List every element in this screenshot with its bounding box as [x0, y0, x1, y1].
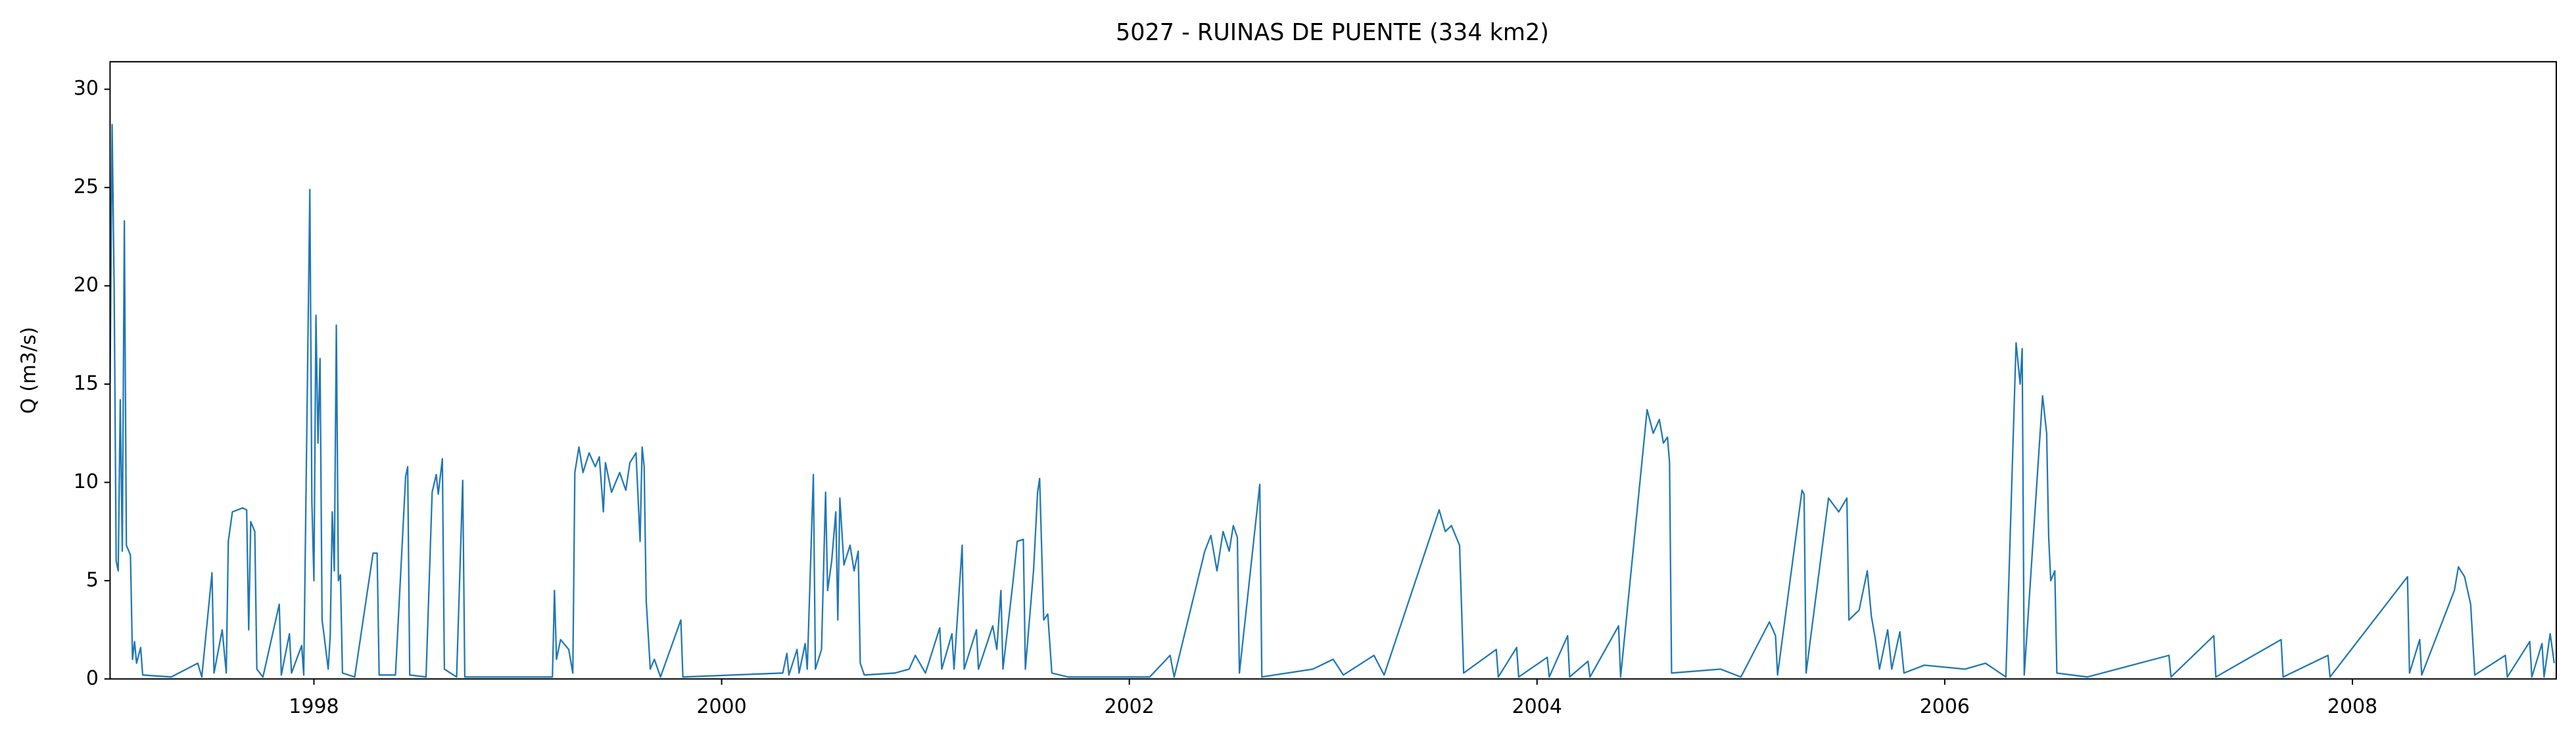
y-tick-label: 30 [74, 77, 99, 100]
y-tick-label: 15 [74, 372, 99, 395]
y-tick-label: 25 [74, 175, 99, 198]
x-tick-label: 2004 [1512, 695, 1562, 718]
y-axis-label: Q (m3/s) [18, 327, 41, 414]
data-line [110, 124, 2556, 678]
x-tick-label: 2000 [696, 695, 746, 718]
x-tick-label: 1998 [289, 695, 339, 718]
y-tick-label: 5 [86, 568, 99, 591]
plot-frame [109, 61, 2558, 680]
x-tick-label: 2002 [1105, 695, 1155, 718]
chart-title: 5027 - RUINAS DE PUENTE (334 km2) [1116, 19, 1549, 46]
y-tick-label: 0 [86, 667, 99, 690]
x-tick-label: 2006 [1920, 695, 1970, 718]
x-tick-label: 2008 [2327, 695, 2377, 718]
y-tick-label: 10 [74, 470, 99, 493]
y-tick-label: 20 [74, 274, 99, 297]
